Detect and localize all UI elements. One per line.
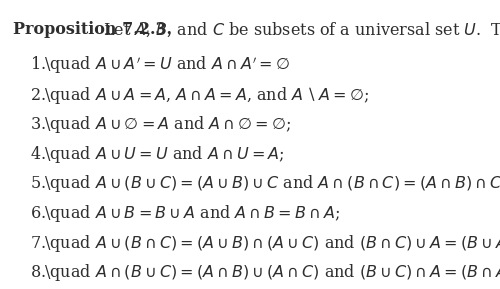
- Text: 3.\quad $A \cup \emptyset = A$ and $A \cap \emptyset = \emptyset$;: 3.\quad $A \cup \emptyset = A$ and $A \c…: [30, 114, 291, 135]
- Text: 6.\quad $A \cup B = B \cup A$ and $A \cap B = B \cap A$;: 6.\quad $A \cup B = B \cup A$ and $A \ca…: [30, 203, 340, 224]
- Text: 2.\quad $A \cup A = A$, $A \cap A = A$, and $A \setminus A = \emptyset$;: 2.\quad $A \cup A = A$, $A \cap A = A$, …: [30, 85, 370, 106]
- Text: 4.\quad $A \cup U = U$ and $A \cap U = A$;: 4.\quad $A \cup U = U$ and $A \cap U = A…: [30, 144, 284, 165]
- Text: 1.\quad $A \cup A^{\prime} = U$ and $A \cap A^{\prime} = \emptyset$: 1.\quad $A \cup A^{\prime} = U$ and $A \…: [30, 55, 290, 76]
- Text: 7.\quad $A \cup (B \cap C) = (A \cup B) \cap (A \cup C)$ and $(B \cap C) \cup A : 7.\quad $A \cup (B \cap C) = (A \cup B) …: [30, 233, 500, 254]
- Text: 5.\quad $A \cup (B \cup C) = (A \cup B) \cup C$ and $A \cap (B \cap C) = (A \cap: 5.\quad $A \cup (B \cup C) = (A \cup B) …: [30, 173, 500, 194]
- Text: 8.\quad $A \cap (B \cup C) = (A \cap B) \cup (A \cap C)$ and $(B \cup C) \cap A : 8.\quad $A \cap (B \cup C) = (A \cap B) …: [30, 262, 500, 283]
- Text: Let $A$, $B$, and $C$ be subsets of a universal set $U$.  Then: Let $A$, $B$, and $C$ be subsets of a un…: [98, 21, 500, 40]
- Text: Proposition 7.2.3.: Proposition 7.2.3.: [13, 21, 172, 38]
